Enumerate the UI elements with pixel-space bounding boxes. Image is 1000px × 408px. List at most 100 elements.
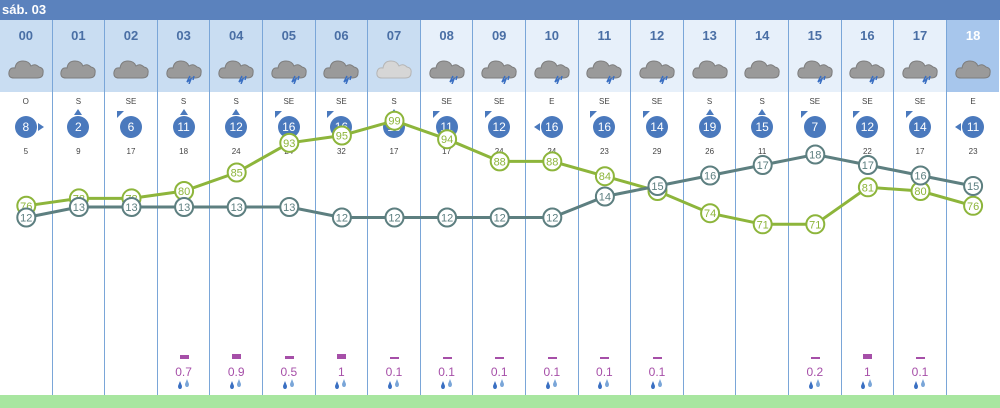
temperature-point: 13 bbox=[226, 197, 247, 217]
rain-cloud-icon bbox=[532, 54, 572, 85]
wind-direction-label: SE bbox=[599, 97, 610, 106]
hour-header bbox=[368, 20, 420, 92]
hour-label: 03 bbox=[176, 28, 191, 43]
precip-bar bbox=[442, 357, 452, 359]
wind-speed-badge: 2 bbox=[67, 116, 90, 138]
hour-column: 13 S 19 26 bbox=[683, 20, 737, 408]
temperature-value: 18 bbox=[809, 150, 821, 162]
humidity-value: 71 bbox=[757, 219, 769, 231]
temperature-value: 13 bbox=[231, 202, 243, 214]
rain-cloud-icon bbox=[164, 54, 204, 85]
humidity-value: 81 bbox=[862, 182, 874, 194]
humidity-value: 76 bbox=[967, 201, 979, 213]
hour-column: 16 SE 12 22 1 bbox=[841, 20, 895, 408]
rain-cloud-icon bbox=[900, 54, 940, 85]
wind-direction-label: SE bbox=[283, 97, 295, 106]
precip-amount: 0.1 bbox=[911, 365, 929, 379]
rain-drops-icon bbox=[912, 378, 928, 392]
humidity-point: 94 bbox=[437, 129, 458, 150]
wind-direction-label: SE bbox=[493, 97, 505, 106]
humidity-point: 80 bbox=[174, 181, 195, 201]
temperature-point: 13 bbox=[121, 197, 142, 217]
hour-label: 02 bbox=[123, 28, 139, 43]
hour-label: 16 bbox=[860, 28, 875, 43]
wind-speed-badge: 6 bbox=[119, 116, 142, 138]
temperature-point: 16 bbox=[910, 165, 931, 186]
precip-bar bbox=[547, 357, 557, 359]
humidity-point: 76 bbox=[963, 195, 984, 216]
wind-arrow-icon bbox=[642, 111, 650, 118]
temperature-point: 15 bbox=[647, 176, 668, 196]
humidity-point: 71 bbox=[805, 214, 826, 235]
precip-bar bbox=[284, 356, 294, 359]
day-title: sáb. 03 bbox=[2, 2, 47, 17]
wind-gust-value: 29 bbox=[652, 147, 662, 156]
rain-cloud-icon bbox=[847, 54, 887, 85]
temperature-point: 13 bbox=[279, 197, 300, 217]
hour-label: 01 bbox=[71, 28, 86, 43]
hour-column: 11 SE 16 23 0.1 bbox=[578, 20, 632, 408]
wind-direction-label: SE bbox=[441, 97, 452, 106]
cloud-icon bbox=[58, 54, 98, 84]
wind-direction-label: SE bbox=[651, 97, 663, 106]
humidity-value: 88 bbox=[494, 156, 506, 168]
wind-speed-badge: 7 bbox=[803, 116, 826, 138]
precip-bar bbox=[179, 355, 189, 359]
rain-drops-icon bbox=[649, 378, 665, 392]
hour-column: 17 SE 14 17 0.1 bbox=[894, 20, 947, 408]
humidity-value: 80 bbox=[914, 186, 926, 198]
precip-bar bbox=[495, 357, 505, 359]
wind-arrow-icon bbox=[533, 123, 540, 131]
rain-drops-icon bbox=[281, 378, 297, 392]
humidity-value: 99 bbox=[388, 116, 400, 128]
hour-column: 15SE7200.2 bbox=[789, 20, 842, 408]
precip-amount: 0.1 bbox=[543, 365, 561, 379]
wind-arrow-icon bbox=[853, 111, 861, 118]
hour-header bbox=[420, 20, 473, 92]
hour-label: 11 bbox=[597, 28, 612, 43]
temperature-value: 16 bbox=[704, 171, 716, 183]
wind-gust-value: 23 bbox=[599, 147, 609, 156]
rain-drops-icon bbox=[333, 378, 349, 392]
precip-amount: 1 bbox=[338, 365, 345, 379]
wind-direction-label: S bbox=[75, 97, 82, 106]
hourly-forecast-grid: 00 O 8 5 01 S 2 9 02 SE 6 17 03 S 11 18 0.7 04 S 12 24 0.9 05 S… bbox=[0, 20, 1000, 408]
wind-speed-badge: 8 bbox=[14, 116, 37, 138]
rain-drops-icon bbox=[386, 378, 402, 392]
temperature-value: 12 bbox=[388, 213, 400, 225]
precip-bar bbox=[337, 354, 347, 359]
temperature-value: 15 bbox=[967, 181, 979, 193]
wind-direction-label: S bbox=[391, 97, 397, 106]
wind-direction-label: O bbox=[22, 97, 29, 106]
cloud-icon bbox=[953, 54, 993, 84]
wind-speed-badge: 11 bbox=[962, 116, 985, 138]
wind-direction-label: S bbox=[233, 97, 239, 106]
rain-drops-icon bbox=[491, 378, 507, 392]
rain-drops-icon bbox=[859, 378, 875, 392]
hour-column: 04 S 12 24 0.9 bbox=[210, 20, 263, 408]
temperature-point: 13 bbox=[68, 197, 89, 217]
wind-arrow-icon bbox=[327, 111, 335, 118]
hour-header bbox=[157, 20, 210, 92]
hour-column: 03 S 11 18 0.7 bbox=[157, 20, 211, 408]
wind-gust-value: 9 bbox=[76, 147, 81, 156]
hour-label: 06 bbox=[334, 28, 349, 43]
hour-header bbox=[736, 20, 788, 92]
wind-direction-label: SE bbox=[914, 97, 926, 106]
wind-arrow-icon bbox=[232, 109, 241, 115]
wind-arrow-icon bbox=[758, 109, 767, 115]
hour-header bbox=[578, 20, 631, 92]
hour-label: 00 bbox=[18, 28, 34, 43]
precip-amount: 1 bbox=[864, 365, 871, 379]
wind-arrow-icon bbox=[74, 109, 83, 115]
hour-column: 14 S 15 11 bbox=[736, 20, 789, 408]
humidity-point: 88 bbox=[489, 151, 510, 172]
precip-amount: 0.1 bbox=[490, 365, 508, 379]
rain-drops-icon bbox=[544, 378, 560, 392]
humidity-point: 88 bbox=[542, 151, 563, 172]
humidity-value: 84 bbox=[599, 171, 611, 183]
humidity-value: 71 bbox=[809, 219, 821, 231]
wind-gust-value: 17 bbox=[126, 147, 136, 156]
precip-amount: 0.1 bbox=[596, 365, 613, 379]
wind-speed-badge: 12 bbox=[488, 116, 511, 138]
